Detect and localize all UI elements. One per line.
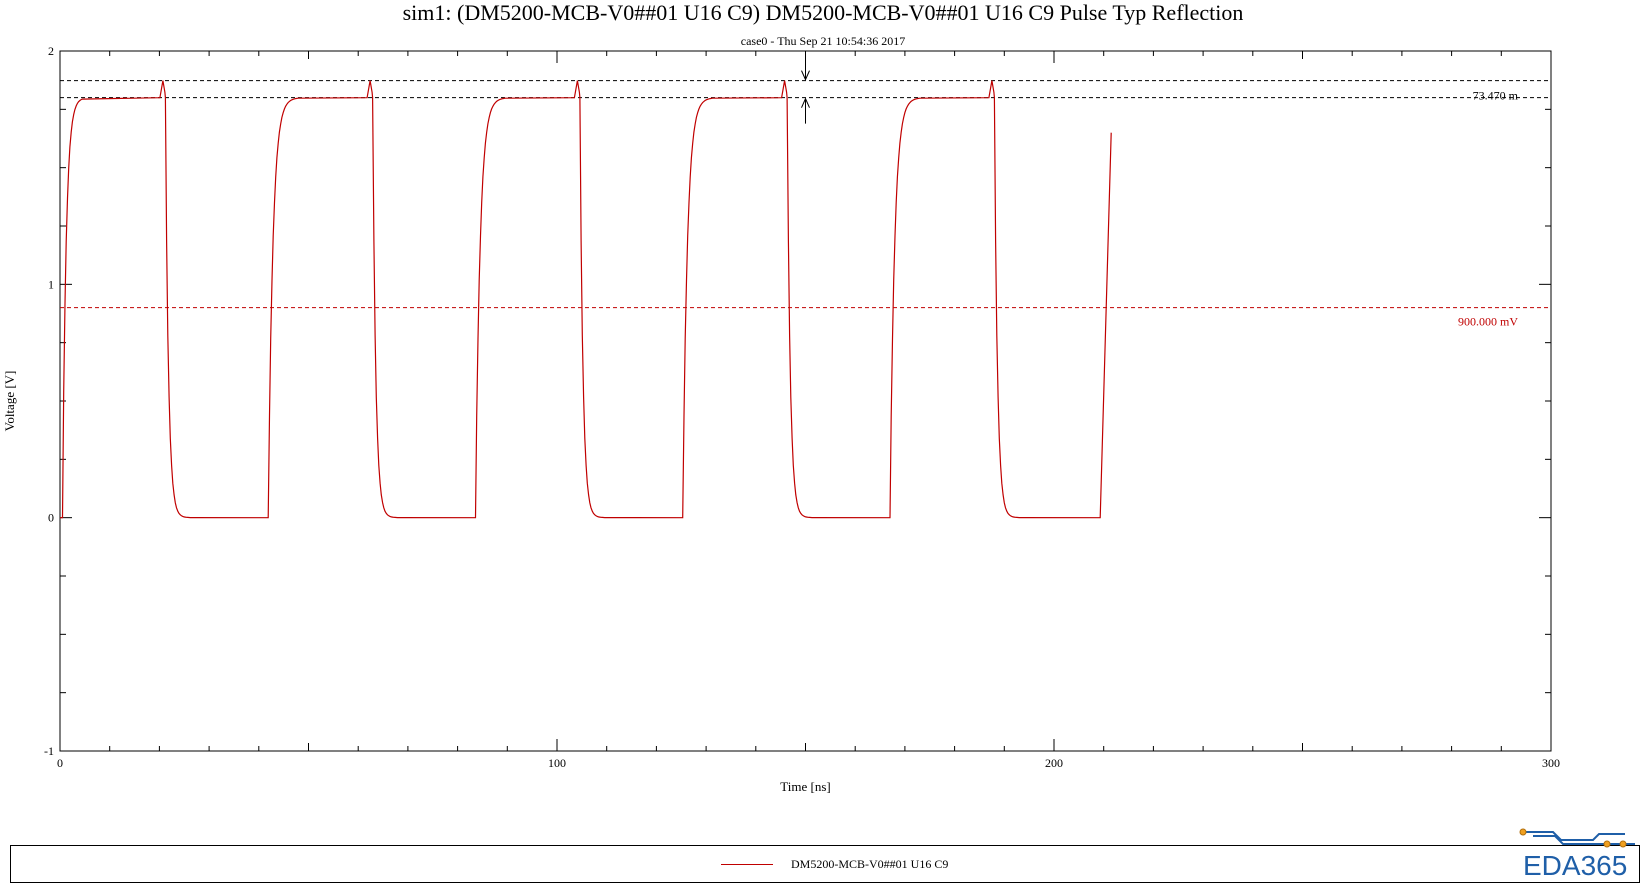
y-tick-label: -1 bbox=[44, 744, 54, 758]
arrow-up-icon bbox=[801, 97, 810, 108]
y-tick-label: 0 bbox=[48, 511, 54, 525]
x-tick-label: 300 bbox=[1542, 756, 1560, 770]
chart-title: sim1: (DM5200-MCB-V0##01 U16 C9) DM5200-… bbox=[402, 0, 1244, 25]
eda365-logo: EDA365 bbox=[1515, 822, 1640, 886]
plot-frame bbox=[59, 50, 1552, 752]
legend-label: DM5200-MCB-V0##01 U16 C9 bbox=[791, 857, 949, 871]
legend: DM5200-MCB-V0##01 U16 C9 bbox=[10, 845, 1640, 883]
threshold-label: 900.000 mV bbox=[1458, 315, 1518, 329]
y-tick-label: 1 bbox=[48, 277, 54, 291]
legend-line-swatch bbox=[721, 864, 773, 865]
arrow-down-icon bbox=[801, 70, 810, 81]
x-axis-label: Time [ns] bbox=[780, 779, 830, 794]
y-tick-label: 2 bbox=[48, 44, 54, 58]
chart-subtitle: case0 - Thu Sep 21 10:54:36 2017 bbox=[740, 34, 906, 48]
logo-text: EDA365 bbox=[1523, 850, 1628, 881]
x-tick-label: 0 bbox=[57, 756, 63, 770]
overshoot-label: 73.470 m bbox=[1473, 89, 1519, 103]
x-tick-label: 100 bbox=[548, 756, 566, 770]
y-axis-label: Voltage [V] bbox=[2, 371, 17, 432]
series-line-dm5200 bbox=[60, 80, 1112, 519]
x-tick-label: 200 bbox=[1045, 756, 1063, 770]
circuit-trace-icon bbox=[1519, 828, 1635, 848]
